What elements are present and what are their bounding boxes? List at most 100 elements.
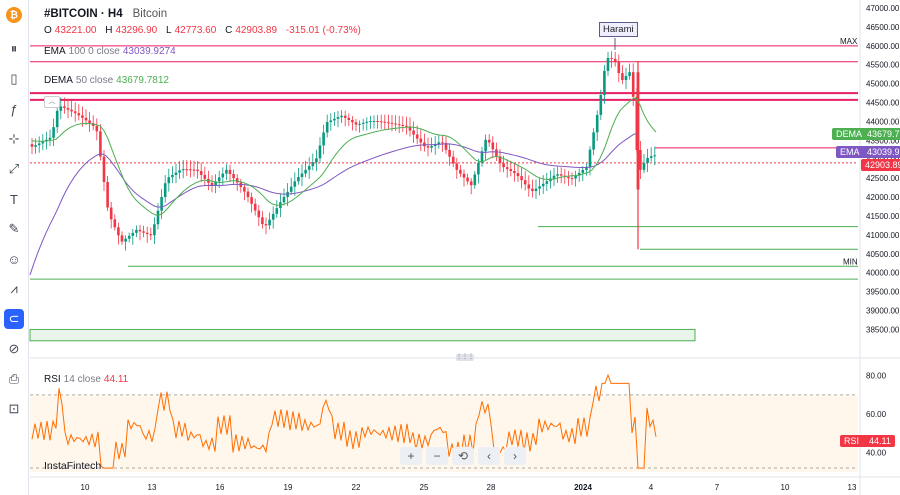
- candle-body: [624, 76, 628, 80]
- crosshair-icon[interactable]: ⊹: [8, 131, 20, 146]
- candle-body: [480, 151, 484, 163]
- candle-body: [307, 166, 311, 170]
- candle-body: [171, 174, 174, 178]
- candle-body: [232, 173, 235, 179]
- ema-price-tag: EMA 43039.93: [836, 146, 900, 158]
- candle-body: [145, 232, 149, 235]
- scroll-right-button[interactable]: ›: [504, 447, 526, 465]
- time-axis-label: 2024: [574, 483, 592, 492]
- candle-body: [336, 117, 340, 119]
- price-axis-label: 46500.00: [866, 23, 900, 32]
- magnet-icon[interactable]: ⊂: [4, 309, 24, 329]
- zoom-out-button[interactable]: −: [426, 447, 448, 465]
- candle-body: [577, 172, 581, 176]
- low-label: L: [166, 25, 172, 36]
- candle-body: [412, 130, 415, 135]
- candle-body: [55, 110, 59, 128]
- rsi-legend[interactable]: RSI 14 close 44.11: [44, 374, 128, 385]
- rsi-tag-name: RSI: [844, 436, 860, 446]
- candle-body: [444, 142, 448, 150]
- candle-body: [588, 149, 592, 167]
- reset-view-button[interactable]: ⟲: [452, 447, 474, 465]
- candle-body: [203, 174, 207, 179]
- candle-body: [214, 181, 217, 186]
- ema-legend[interactable]: EMA 100 0 close 43039.9274: [44, 46, 176, 57]
- candle-body: [120, 235, 124, 242]
- text-icon[interactable]: T: [10, 191, 18, 207]
- rsi-params: 14 close: [63, 374, 101, 385]
- candle-body: [405, 125, 408, 127]
- candle-body: [246, 191, 250, 198]
- price-axis-label: 45000.00: [866, 80, 900, 89]
- candle-body: [361, 122, 365, 124]
- chart-type-icon[interactable]: ⏸: [10, 41, 18, 56]
- rsi-value: 44.11: [103, 374, 129, 385]
- time-axis-label: 28: [487, 483, 496, 492]
- candle-body: [354, 122, 358, 125]
- rsi-value-tag: RSI 44.11: [840, 435, 895, 447]
- candle-body: [77, 113, 81, 116]
- dema-legend[interactable]: DEMA 50 close 43679.7812: [44, 75, 169, 86]
- candle-body: [484, 139, 487, 152]
- price-axis-label: 38500.00: [866, 325, 900, 334]
- candle-body: [329, 120, 333, 123]
- measure-icon[interactable]: ⩘: [10, 281, 18, 296]
- bitcoin-logo-icon[interactable]: ₿: [6, 7, 22, 23]
- collapse-legend-button[interactable]: ︿: [44, 96, 60, 108]
- high-value: 43296.90: [115, 25, 158, 36]
- candle-body: [581, 169, 585, 173]
- candle-body: [397, 124, 401, 126]
- ema-tag-name: EMA: [840, 147, 860, 157]
- indicators-icon[interactable]: ▯: [10, 71, 18, 86]
- candle-body: [253, 203, 257, 211]
- candle-body: [541, 183, 545, 187]
- candle-body: [30, 144, 34, 147]
- visibility-icon[interactable]: ⊘: [8, 341, 20, 356]
- dema-tag-value: 43679.78: [867, 129, 900, 139]
- last-price-tag: 42903.89: [861, 159, 900, 171]
- price-axis-label: 42000.00: [866, 193, 900, 202]
- candle-body: [455, 163, 459, 170]
- emoji-icon[interactable]: ☺: [7, 251, 21, 267]
- price-axis-label: 43500.00: [866, 136, 900, 145]
- candle-body: [217, 177, 221, 182]
- candle-body: [369, 121, 372, 123]
- candle-body: [315, 158, 318, 163]
- function-icon[interactable]: ƒ: [10, 101, 18, 117]
- candle-body: [649, 156, 653, 158]
- candle-body: [88, 120, 91, 124]
- candle-body: [167, 177, 171, 184]
- candle-body: [419, 138, 423, 143]
- candle-body: [495, 149, 498, 157]
- candle-body: [196, 169, 199, 172]
- zoom-in-button[interactable]: +: [400, 447, 422, 465]
- trend-line-icon[interactable]: ⤢: [8, 161, 20, 176]
- rsi-axis-label: 40.00: [866, 449, 887, 458]
- brand-watermark: InstaFintech: [44, 460, 102, 472]
- candle-body: [451, 156, 455, 164]
- candle-body: [160, 197, 163, 211]
- dema-name: DEMA: [44, 75, 73, 86]
- candle-body: [570, 178, 574, 180]
- close-label: C: [225, 25, 233, 36]
- candle-body: [163, 183, 167, 198]
- candle-body: [297, 177, 300, 182]
- candle-body: [559, 174, 563, 176]
- candle-body: [304, 169, 307, 174]
- support-zone: [29, 328, 696, 342]
- candle-body: [545, 181, 549, 184]
- brush-icon[interactable]: ✎: [8, 221, 20, 236]
- pane-splitter-handle[interactable]: ⋮⋮⋮: [456, 354, 474, 361]
- candle-body: [102, 156, 106, 183]
- lock-icon[interactable]: ⊡: [8, 401, 20, 416]
- candle-body: [117, 227, 120, 236]
- screenshot-icon[interactable]: ⎙: [8, 371, 20, 386]
- ema-tag-value: 43039.93: [867, 147, 900, 157]
- candle-body: [477, 162, 480, 175]
- candle-body: [41, 141, 45, 144]
- drawing-toolbar: ₿ ⏸ ▯ ƒ ⊹ ⤢ T ✎ ☺ ⩘ ⊂ ⊘ ⎙ ⊡: [0, 0, 29, 495]
- candle-body: [149, 234, 153, 236]
- candle-body: [394, 123, 397, 125]
- scroll-left-button[interactable]: ‹: [478, 447, 500, 465]
